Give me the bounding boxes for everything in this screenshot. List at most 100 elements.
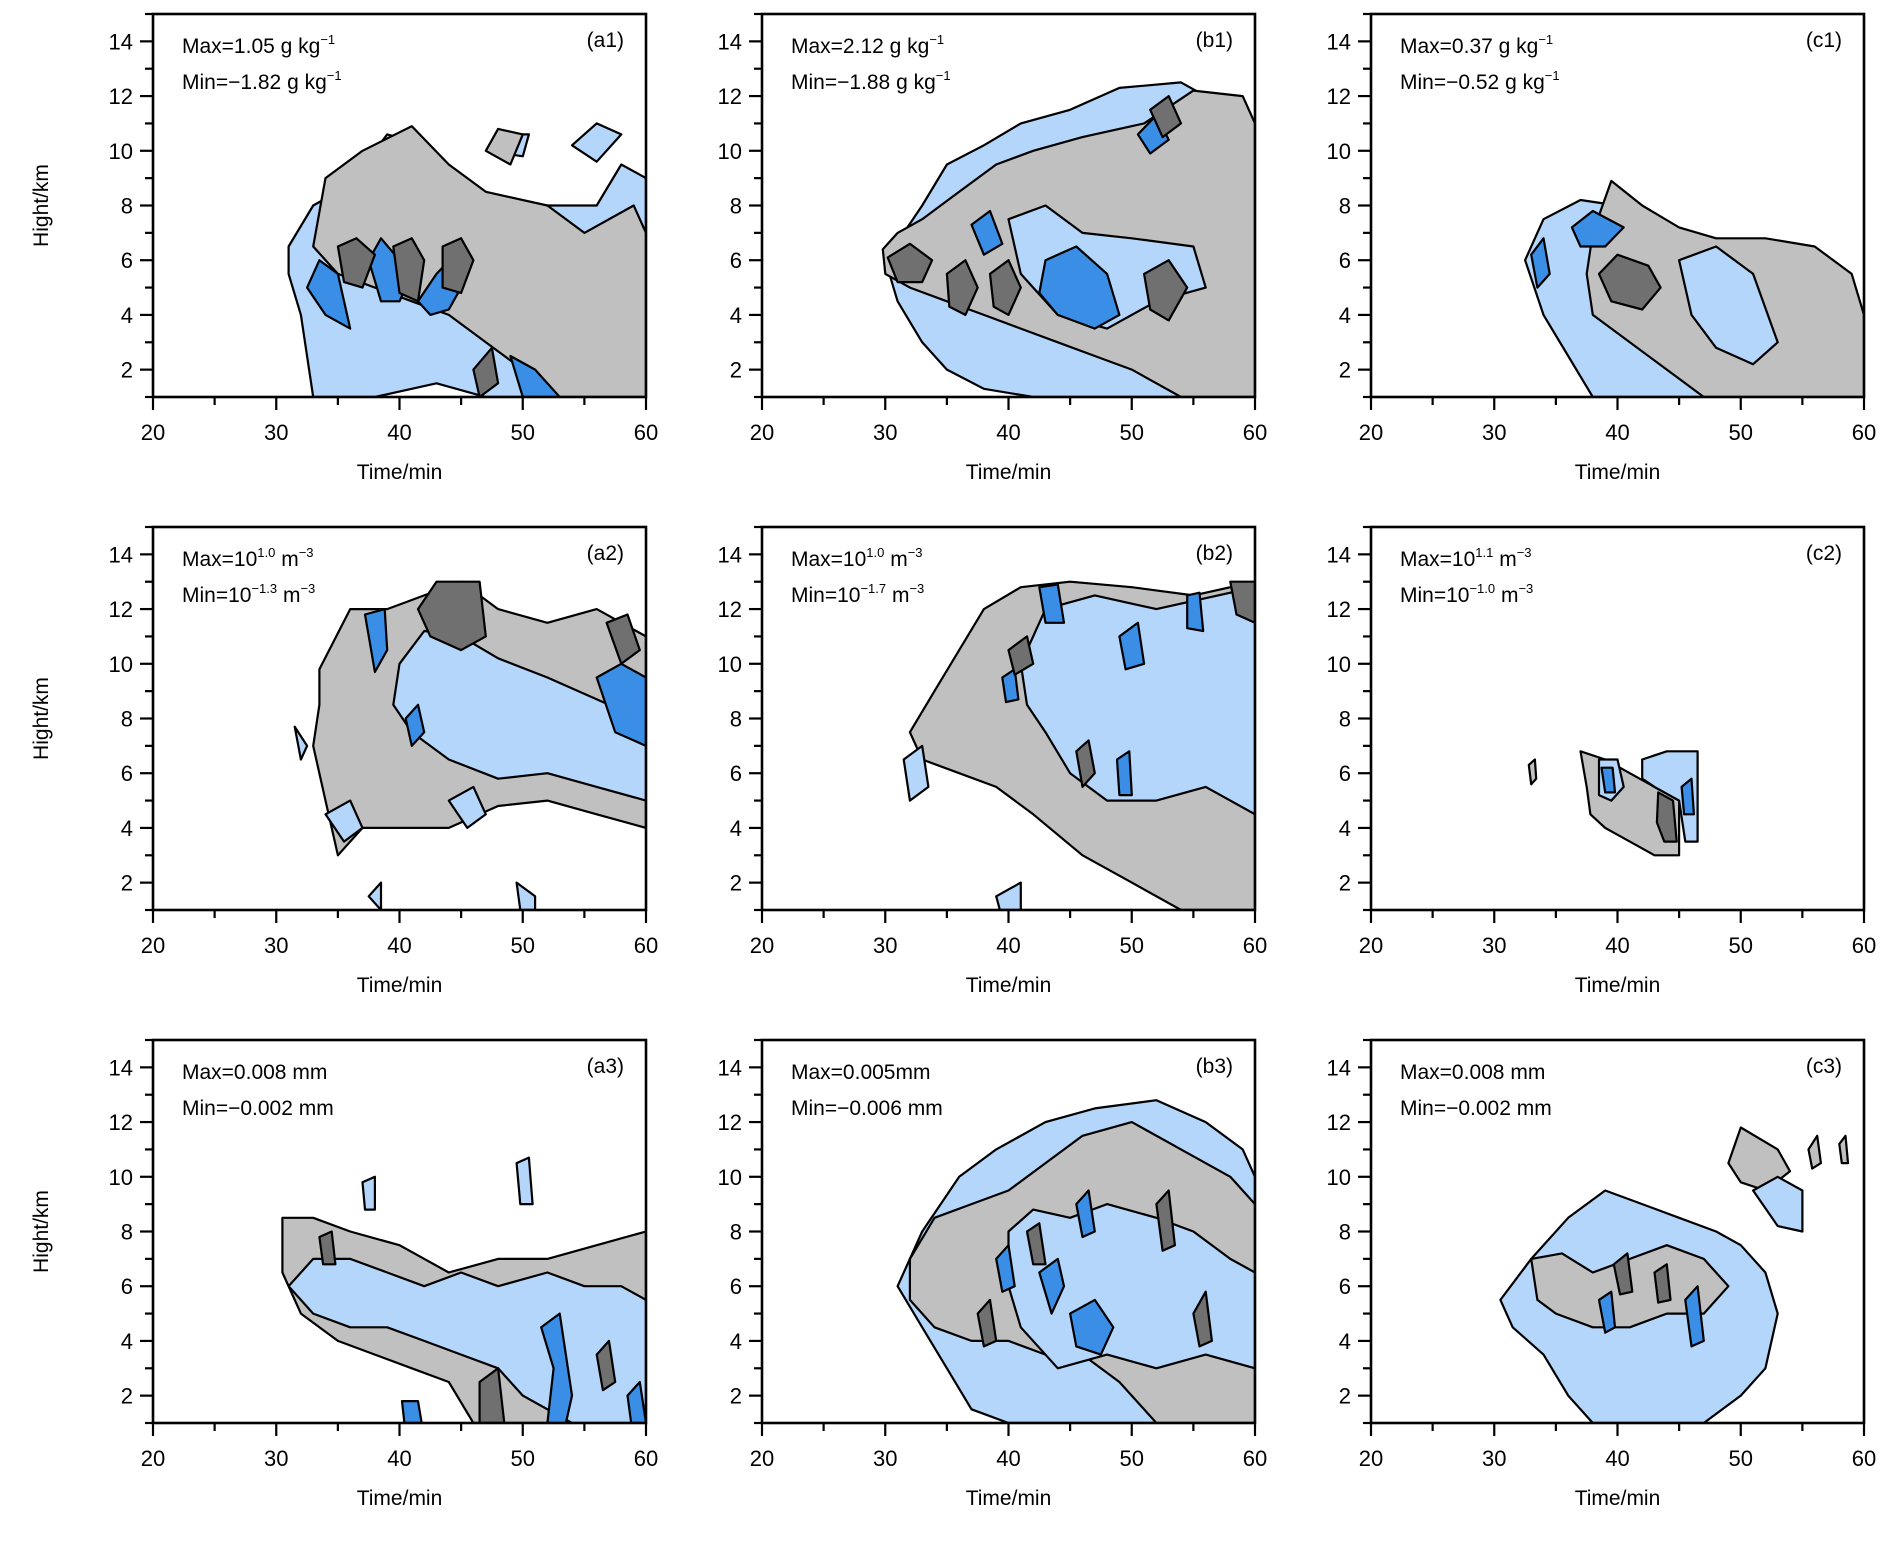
- contour-region-neg: [1641, 750, 1699, 843]
- x-tick-label: 60: [1852, 420, 1876, 445]
- x-tick-label: 30: [873, 420, 897, 445]
- y-tick-label: 4: [121, 816, 133, 841]
- y-tick-label: 6: [1339, 1274, 1351, 1299]
- x-tick-label: 30: [264, 933, 288, 958]
- x-tick-label: 20: [141, 933, 165, 958]
- x-tick-label: 40: [996, 933, 1020, 958]
- y-tick-label: 2: [121, 871, 133, 896]
- x-tick-label: 60: [634, 1446, 658, 1471]
- contour-regions: [881, 81, 1255, 397]
- y-tick-label: 14: [1327, 29, 1351, 54]
- contour-region-neg: [1751, 1175, 1804, 1233]
- y-tick-label: 4: [121, 303, 133, 328]
- x-tick-label: 40: [996, 420, 1020, 445]
- x-tick-label: 40: [1605, 933, 1629, 958]
- contour-region-pos: [312, 125, 646, 397]
- panel-label: (b2): [1196, 542, 1233, 565]
- y-axis-title: Hight/km: [30, 1190, 53, 1273]
- y-tick-label: 12: [1327, 84, 1351, 109]
- contour-region-posstrong: [605, 613, 641, 665]
- y-tick-label: 14: [718, 1055, 742, 1080]
- y-tick-label: 6: [730, 761, 742, 786]
- x-tick-label: 60: [1852, 1446, 1876, 1471]
- min-annotation: Min=−0.002 mm: [1400, 1097, 1552, 1120]
- x-tick-label: 40: [387, 933, 411, 958]
- contour-region-neg: [515, 1156, 534, 1206]
- contour-region-posstrong: [945, 259, 979, 316]
- contour-region-posstrong: [1597, 253, 1662, 311]
- y-tick-label: 2: [1339, 1384, 1351, 1409]
- contour-region-negstrong: [1118, 621, 1146, 671]
- y-tick-label: 2: [1339, 871, 1351, 896]
- y-tick-label: 4: [730, 303, 742, 328]
- contour-region-negstrong: [540, 1312, 574, 1423]
- y-tick-label: 10: [109, 1165, 133, 1190]
- contour-region-neg: [367, 881, 383, 910]
- y-tick-label: 6: [1339, 761, 1351, 786]
- max-annotation: Max=0.008 mm: [182, 1061, 327, 1084]
- y-tick-label: 12: [718, 1110, 742, 1135]
- x-axis-title: Time/min: [966, 1487, 1052, 1510]
- x-tick-label: 50: [1729, 933, 1753, 958]
- min-annotation: Min=10−1.3 m−3: [182, 581, 315, 607]
- y-tick-label: 14: [1327, 1055, 1351, 1080]
- contour-region-neg: [293, 725, 309, 761]
- x-tick-label: 20: [750, 420, 774, 445]
- contour-region-posstrong: [595, 1339, 617, 1392]
- x-tick-label: 40: [1605, 1446, 1629, 1471]
- contour-region-pos: [484, 127, 524, 166]
- y-tick-label: 6: [121, 1274, 133, 1299]
- contour-region-neg: [995, 881, 1022, 910]
- x-tick-label: 20: [1359, 933, 1383, 958]
- y-tick-label: 14: [718, 29, 742, 54]
- x-axis-title: Time/min: [966, 461, 1052, 484]
- y-tick-label: 12: [109, 597, 133, 622]
- contour-region-negstrong: [995, 1244, 1016, 1293]
- contour-regions: [902, 580, 1255, 910]
- contour-region-negstrong: [1684, 1285, 1705, 1348]
- y-tick-label: 8: [730, 1220, 742, 1245]
- panel-label: (c2): [1806, 542, 1842, 565]
- contour-region-posstrong: [1142, 259, 1189, 322]
- min-annotation: Min=−0.006 mm: [791, 1097, 943, 1120]
- x-axis-title: Time/min: [357, 461, 443, 484]
- y-tick-label: 10: [109, 139, 133, 164]
- x-tick-label: 30: [264, 1446, 288, 1471]
- contour-region-negstrong: [1600, 766, 1617, 794]
- contour-regions: [293, 580, 646, 910]
- x-tick-label: 50: [1729, 420, 1753, 445]
- panel-label: (b1): [1196, 29, 1233, 52]
- contour-region-neg: [1677, 245, 1779, 366]
- contour-region-posstrong: [472, 346, 500, 397]
- contour-region-negstrong: [626, 1380, 646, 1423]
- contour-region-posstrong: [478, 1367, 506, 1423]
- contour-regions: [1523, 179, 1864, 397]
- contour-region-negstrong: [1038, 1257, 1066, 1315]
- contour-regions: [281, 1156, 646, 1423]
- x-tick-label: 50: [1120, 420, 1144, 445]
- max-annotation: Max=101.1 m−3: [1400, 545, 1532, 571]
- x-tick-label: 30: [1482, 420, 1506, 445]
- y-tick-label: 2: [1339, 358, 1351, 383]
- contour-region-neg: [361, 1175, 376, 1211]
- y-tick-label: 4: [1339, 303, 1351, 328]
- panel-a2: 20 30 40 50 60 2 4 6 8 10 12 14 Time/min Hight/km (a2)…: [30, 525, 658, 997]
- x-axis-title: Time/min: [1575, 1487, 1661, 1510]
- x-tick-label: 20: [750, 1446, 774, 1471]
- y-tick-label: 2: [730, 1384, 742, 1409]
- contour-regions: [896, 1099, 1255, 1423]
- y-tick-label: 14: [1327, 542, 1351, 567]
- panel-b2: 20 30 40 50 60 2 4 6 8 10 12 14 Time/min (b2) Max=101.…: [718, 525, 1267, 997]
- y-tick-label: 14: [718, 542, 742, 567]
- contour-region-posstrong: [336, 237, 376, 289]
- y-tick-label: 10: [1327, 652, 1351, 677]
- x-tick-label: 30: [1482, 933, 1506, 958]
- panel-label: (c3): [1806, 1055, 1842, 1078]
- contour-region-posstrong: [1155, 1189, 1177, 1252]
- y-tick-label: 2: [730, 871, 742, 896]
- y-tick-label: 4: [1339, 816, 1351, 841]
- contour-region-negstrong: [1530, 237, 1551, 289]
- y-tick-label: 14: [109, 29, 133, 54]
- x-axis-title: Time/min: [1575, 461, 1661, 484]
- panel-label: (b3): [1196, 1055, 1233, 1078]
